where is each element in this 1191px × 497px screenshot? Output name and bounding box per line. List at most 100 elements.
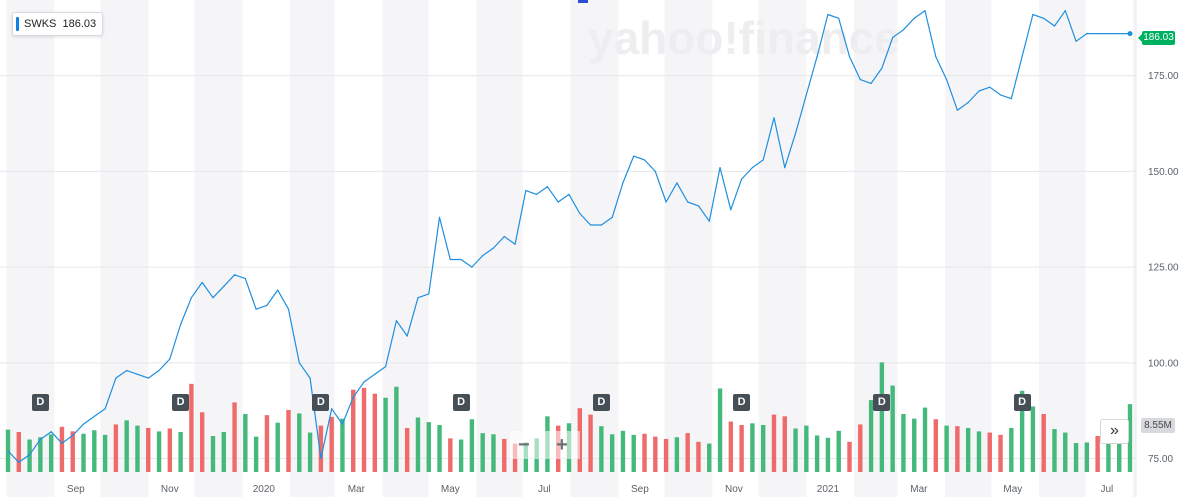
volume-bar	[48, 434, 54, 472]
price-point	[579, 212, 581, 215]
price-point	[762, 159, 764, 161]
y-tick-label: 75.00	[1148, 454, 1173, 465]
price-point	[201, 281, 203, 284]
x-tick-label: Sep	[67, 484, 85, 495]
price-point	[1086, 33, 1088, 35]
dividend-marker[interactable]: D	[733, 394, 751, 411]
month-band	[758, 0, 807, 497]
price-point	[1107, 33, 1110, 35]
zoom-in-button[interactable]: +	[556, 434, 568, 456]
price-point	[223, 285, 225, 287]
price-point	[1053, 25, 1056, 27]
price-point	[784, 166, 786, 169]
month-band	[854, 0, 898, 497]
last-price-dot	[1127, 31, 1133, 37]
volume-bar	[1117, 428, 1122, 472]
price-point	[546, 186, 549, 188]
volume-bar	[502, 438, 507, 472]
volume-bar	[609, 434, 615, 472]
scroll-forward-button[interactable]: »	[1100, 419, 1129, 444]
price-point	[913, 17, 915, 19]
volume-bar	[1041, 414, 1046, 472]
volume-bar	[1030, 406, 1036, 472]
volume-bar	[933, 419, 939, 472]
volume-bar	[998, 434, 1003, 472]
dividend-marker[interactable]: D	[1013, 394, 1031, 411]
price-point	[708, 220, 710, 222]
volume-bar	[1063, 432, 1068, 472]
price-point	[600, 224, 602, 226]
price-point	[536, 193, 538, 195]
symbol-ticker: SWKS	[24, 18, 57, 30]
month-band	[290, 0, 335, 497]
volume-bar	[868, 400, 874, 472]
price-point	[589, 224, 592, 226]
volume-bar	[361, 387, 367, 472]
price-point	[18, 461, 20, 463]
price-point	[902, 29, 905, 31]
price-point	[773, 117, 775, 119]
price-point	[417, 297, 419, 299]
volume-bar	[297, 413, 302, 472]
price-point	[180, 323, 182, 326]
volume-bar	[70, 431, 75, 472]
price-point	[697, 205, 700, 207]
alternating-month-bands	[6, 0, 1136, 497]
price-point	[287, 308, 290, 310]
zoom-controls: − +	[510, 431, 580, 459]
price-point	[1010, 98, 1012, 100]
volume-bar	[728, 421, 734, 472]
price-point	[266, 304, 268, 307]
volume-bar	[167, 428, 173, 472]
x-tick-label: May	[1003, 484, 1022, 495]
volume-bar	[221, 431, 226, 472]
volume-bar	[113, 424, 119, 472]
dividend-marker[interactable]: D	[172, 394, 190, 411]
dividend-marker[interactable]: D	[873, 394, 891, 411]
dividend-marker[interactable]: D	[592, 394, 610, 411]
symbol-legend[interactable]: SWKS 186.03	[12, 12, 104, 36]
price-point	[892, 36, 894, 39]
price-series	[7, 10, 1133, 463]
price-point	[816, 55, 818, 58]
dividend-marker[interactable]: D	[312, 394, 330, 411]
volume-bar	[739, 425, 744, 472]
price-point	[233, 274, 236, 276]
month-band	[6, 0, 55, 497]
series-color-swatch	[16, 17, 19, 31]
volume-bar	[458, 439, 464, 472]
price-point	[320, 457, 322, 460]
volume-bar	[286, 409, 291, 472]
volume-bar	[717, 388, 723, 472]
price-point	[82, 423, 85, 425]
x-tick-label: Sep	[631, 484, 649, 495]
price-point	[751, 166, 754, 169]
volume-bar	[955, 426, 960, 472]
volume-bar	[491, 434, 496, 472]
volume-bar	[199, 412, 205, 472]
volume-bar	[771, 414, 777, 472]
x-axis: Sep Nov 2020 Mar May Jul Sep Nov 2021 Mar May Jul	[67, 484, 1113, 495]
price-point	[28, 454, 31, 456]
volume-bar	[620, 430, 626, 472]
price-point	[374, 373, 376, 375]
month-band	[945, 0, 992, 497]
price-point	[255, 308, 257, 310]
price-point	[503, 235, 505, 238]
volume-bar	[178, 431, 183, 472]
price-point	[870, 82, 872, 84]
price-point	[687, 201, 689, 203]
dividend-marker[interactable]: D	[452, 394, 470, 411]
dividend-marker[interactable]: D	[31, 394, 49, 411]
volume-bar	[987, 432, 992, 472]
volume-bar	[404, 427, 410, 472]
month-band	[1133, 0, 1136, 497]
zoom-out-button[interactable]: −	[518, 434, 530, 456]
price-point	[827, 13, 829, 16]
volume-bar	[674, 437, 680, 472]
volume-bar	[383, 397, 388, 472]
volume-bar	[858, 424, 863, 472]
volume-bar	[275, 422, 280, 472]
volume-bar	[38, 437, 43, 472]
volume-bar	[232, 402, 237, 472]
